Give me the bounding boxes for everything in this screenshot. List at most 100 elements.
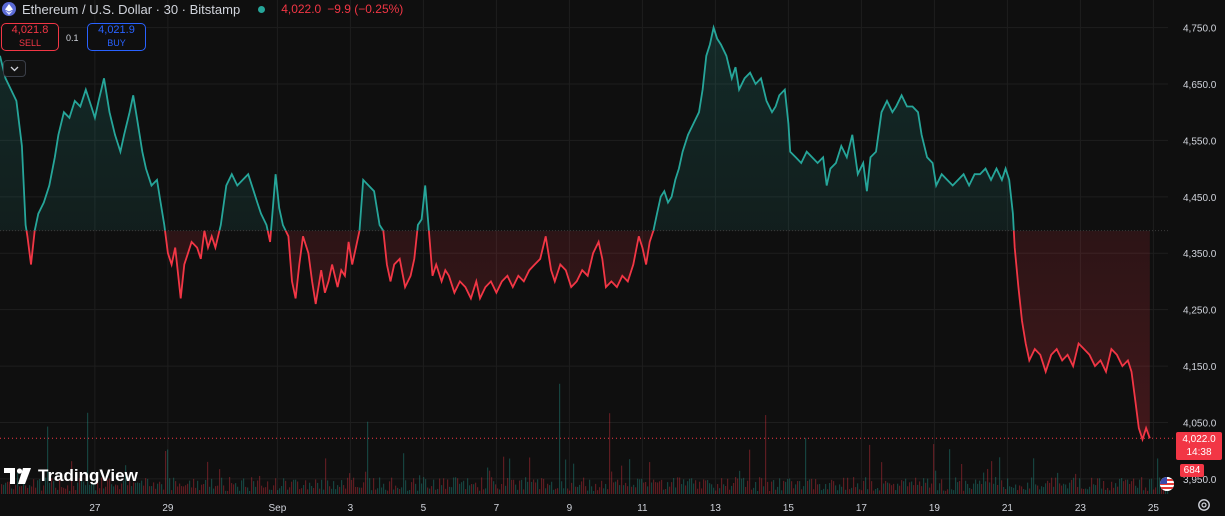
volume-bar: [837, 490, 839, 494]
volume-bar: [689, 478, 691, 494]
volume-bar: [629, 459, 631, 494]
volume-bar: [563, 488, 565, 494]
volume-bar: [1067, 488, 1069, 494]
volume-bar: [871, 481, 873, 494]
volume-bar: [573, 463, 575, 494]
volume-bar: [875, 488, 877, 494]
volume-bar: [541, 478, 543, 494]
us-flag-icon[interactable]: [1160, 477, 1174, 491]
volume-bar: [67, 485, 69, 494]
volume-bar: [589, 479, 591, 494]
volume-bar: [843, 477, 845, 494]
time-axis[interactable]: 27 29 Sep 3 5 7 9 11 13 15 17 19 21 23 25: [89, 503, 1159, 514]
symbol-title[interactable]: Ethereum / U.S. Dollar · 30 · Bitstamp: [22, 1, 241, 17]
volume-bar: [583, 477, 585, 494]
buy-button[interactable]: 4,021.9 BUY: [87, 23, 146, 51]
volume-bar: [561, 481, 563, 494]
volume-bar: [193, 478, 195, 494]
volume-bar: [947, 489, 949, 494]
volume-bar: [1147, 490, 1149, 494]
volume-bar: [499, 489, 501, 494]
volume-bar: [545, 488, 547, 494]
volume-bar: [151, 486, 153, 494]
tradingview-logo-icon: [4, 468, 31, 484]
volume-bar: [1151, 478, 1153, 494]
volume-bar: [483, 489, 485, 494]
volume-bar: [859, 489, 861, 494]
volume-bar: [787, 478, 789, 494]
volume-bar: [523, 489, 525, 494]
volume-bar: [303, 484, 305, 494]
volume-bar: [353, 477, 355, 494]
volume-bar: [857, 483, 859, 494]
volume-bar: [747, 480, 749, 494]
volume-bar: [577, 486, 579, 494]
volume-bar: [595, 483, 597, 494]
volume-bar: [1073, 477, 1075, 494]
gear-icon[interactable]: [1196, 497, 1212, 513]
volume-bar: [631, 486, 633, 494]
volume-bar: [507, 478, 509, 494]
volume-bar: [1031, 477, 1033, 494]
volume-bar: [725, 485, 727, 494]
volume-bar: [157, 483, 159, 494]
volume-bar: [717, 484, 719, 494]
volume-bar: [327, 480, 329, 494]
volume-bar: [389, 481, 391, 494]
volume-bar: [769, 490, 771, 494]
volume-bar: [995, 477, 997, 494]
volume-bar: [1157, 458, 1159, 494]
volume-bar: [1009, 486, 1011, 494]
volume-bar: [617, 479, 619, 494]
volume-bar: [55, 487, 57, 494]
volume-bar: [959, 480, 961, 494]
volume-bar: [461, 482, 463, 494]
volume-bar: [1041, 486, 1043, 494]
volume-bar: [199, 490, 201, 494]
volume-bar: [511, 479, 513, 494]
volume-bar: [581, 481, 583, 494]
bar-countdown: 14:38: [1186, 447, 1212, 458]
volume-bar: [229, 477, 231, 494]
sell-button[interactable]: 4,021.8 SELL: [1, 23, 59, 51]
volume-bar: [115, 484, 117, 494]
volume-bar: [1085, 488, 1087, 494]
volume-bar: [743, 477, 745, 494]
volume-bar: [951, 489, 953, 494]
price-axis[interactable]: 3,950.0 4,050.0 4,150.0 4,250.0 4,350.0 4,450…: [1183, 24, 1217, 486]
volume-bar: [687, 481, 689, 494]
volume-bar: [623, 485, 625, 494]
volume-bar: [179, 483, 181, 494]
volume-bar: [63, 487, 65, 494]
volume-bar: [571, 482, 573, 494]
volume-bar: [33, 479, 35, 494]
volume-bar: [133, 482, 135, 494]
volume-tag: 684: [1180, 464, 1204, 477]
volume-bar: [645, 481, 647, 494]
volume-bar: [653, 479, 655, 494]
volume-bar: [243, 478, 245, 494]
volume-bar: [731, 485, 733, 494]
volume-bar: [19, 486, 21, 494]
volume-bar: [1145, 487, 1147, 494]
y-tick-label: 4,450.0: [1183, 193, 1217, 204]
volume-bar: [801, 489, 803, 494]
volume-bar: [279, 488, 281, 494]
tradingview-logo[interactable]: TradingView: [4, 466, 138, 486]
volume-bar: [85, 485, 87, 494]
volume-bar: [377, 488, 379, 494]
volume-bar: [719, 488, 721, 494]
volume-bar: [751, 489, 753, 494]
volume-bar: [117, 485, 119, 494]
volume-bar: [469, 485, 471, 494]
volume-bar: [445, 488, 447, 494]
volume-bar: [601, 480, 603, 494]
volume-bar: [697, 488, 699, 494]
volume-bar: [723, 484, 725, 494]
collapse-legend-button[interactable]: [3, 60, 26, 77]
volume-bar: [791, 481, 793, 494]
volume-bar: [983, 472, 985, 494]
volume-bar: [347, 477, 349, 494]
volume-bar: [323, 489, 325, 494]
